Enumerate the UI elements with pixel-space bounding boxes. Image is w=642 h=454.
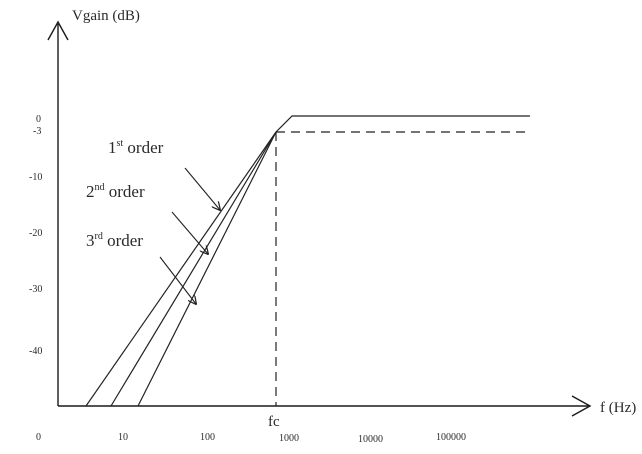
y-tick-label: 0 xyxy=(36,114,41,125)
y-axis-arrowhead xyxy=(47,20,69,41)
third-order-label: 3rd order xyxy=(86,231,143,250)
y-tick-label: -20 xyxy=(29,228,42,239)
first-order-slope xyxy=(85,131,277,407)
first-order-label: 1st order xyxy=(108,138,164,157)
second-order-label: 2nd order xyxy=(86,182,145,201)
third-order-slope xyxy=(137,131,277,407)
first-order-arrow xyxy=(184,167,220,210)
x-axis-arrowhead xyxy=(571,395,592,417)
x-axis-label: f (Hz) xyxy=(600,400,636,416)
y-tick-label: -30 xyxy=(29,284,42,295)
y-tick-label: -40 xyxy=(29,346,42,357)
x-tick-label: 0 xyxy=(36,432,41,443)
x-tick-label: 100 xyxy=(200,432,215,443)
x-tick-label: 10 xyxy=(118,432,128,443)
x-tick-label: 100000 xyxy=(436,432,466,443)
y-tick-label: -3 xyxy=(33,126,41,137)
ideal-response-line xyxy=(275,115,530,133)
x-tick-label: 10000 xyxy=(358,434,383,445)
y-axis-label: Vgain (dB) xyxy=(72,8,140,24)
second-order-slope xyxy=(110,131,277,407)
x-tick-label: 1000 xyxy=(279,433,299,444)
fc-label: fc xyxy=(268,414,280,430)
second-order-arrow xyxy=(171,211,208,254)
y-tick-label: -10 xyxy=(29,172,42,183)
third-order-arrow xyxy=(159,256,196,304)
